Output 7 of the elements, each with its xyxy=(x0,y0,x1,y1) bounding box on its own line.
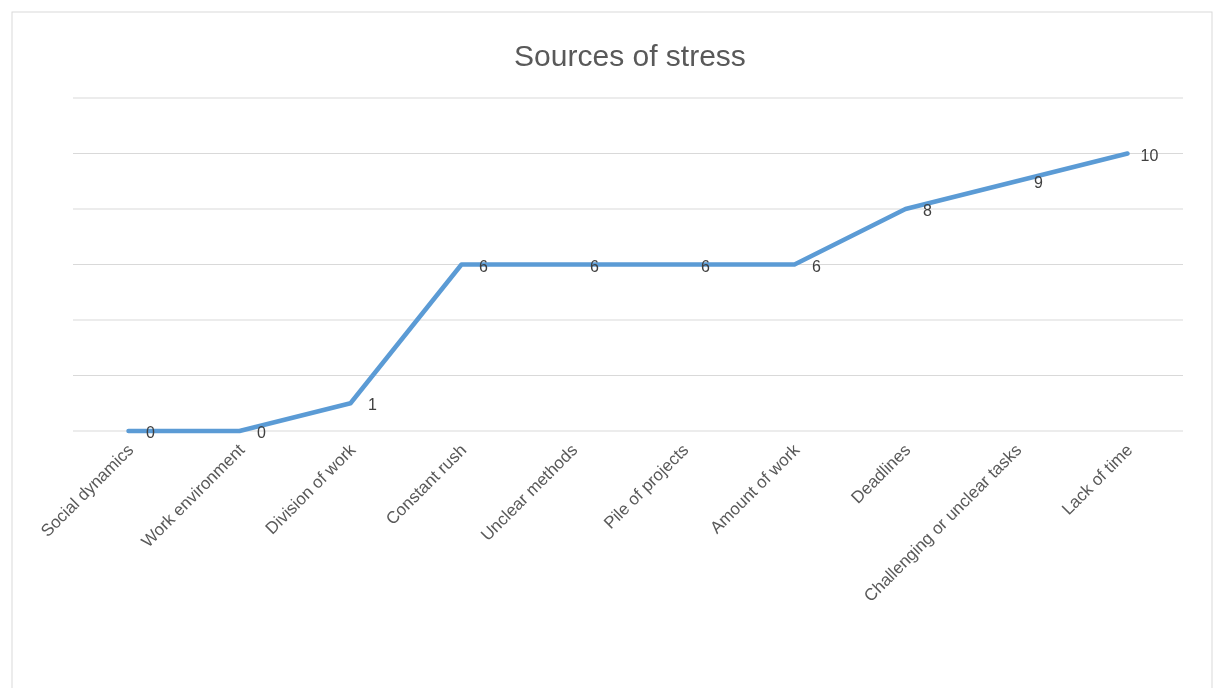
data-label: 8 xyxy=(923,202,933,219)
data-label: 9 xyxy=(1034,174,1044,192)
chart-title: Sources of stress xyxy=(514,39,746,72)
data-label: 0 xyxy=(257,424,267,441)
data-label: 1 xyxy=(368,396,378,414)
data-label: 10 xyxy=(1140,146,1159,164)
data-label: 6 xyxy=(812,257,822,275)
